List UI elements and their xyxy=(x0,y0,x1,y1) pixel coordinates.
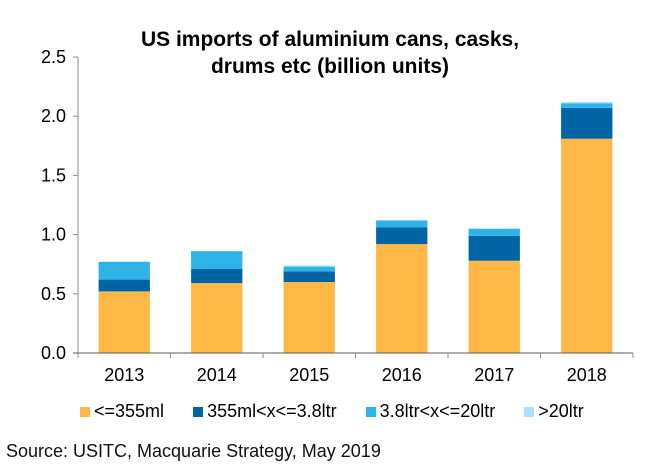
bar-segment-2015-series-2 xyxy=(283,266,335,272)
x-tick-label: 2015 xyxy=(289,365,329,385)
bar-segment-2016-series-1 xyxy=(376,227,428,245)
chart-title-line-1: US imports of aluminium cans, casks, xyxy=(140,28,520,51)
legend-item-le-355ml: <=355ml xyxy=(80,401,164,422)
legend: <=355ml 355ml<x<=3.8ltr 3.8ltr<x<=20ltr … xyxy=(80,401,613,422)
y-tick-label: 0.0 xyxy=(41,343,66,363)
bar-segment-2018-series-2 xyxy=(561,103,613,108)
chart-title: US imports of aluminium cans, casks, dru… xyxy=(90,26,570,80)
bar-segment-2014-series-2 xyxy=(191,251,243,269)
bars-group xyxy=(98,102,613,353)
bar-segment-2018-series-3 xyxy=(561,102,613,104)
x-tick-label: 2016 xyxy=(382,365,422,385)
legend-label: <=355ml xyxy=(94,401,165,421)
x-tick-label: 2017 xyxy=(474,365,514,385)
bar-segment-2014-series-0 xyxy=(191,283,243,353)
x-tick-label: 2014 xyxy=(197,365,237,385)
y-tick-label: 0.5 xyxy=(41,284,66,304)
legend-label: 355ml<x<=3.8ltr xyxy=(207,401,337,421)
bar-segment-2018-series-0 xyxy=(561,138,613,353)
axes-group: 0.0 0.5 1.0 1.5 2.0 2.5 2013 2014 2015 2016 2017 20… xyxy=(41,47,634,385)
legend-label: >20ltr xyxy=(538,401,584,421)
bar-segment-2013-series-2 xyxy=(98,261,150,280)
legend-swatch xyxy=(80,406,90,417)
legend-item-355ml-to-3-8ltr: 355ml<x<=3.8ltr xyxy=(193,401,337,422)
legend-item-gt-20ltr: >20ltr xyxy=(524,401,584,422)
x-tick-label: 2018 xyxy=(567,365,607,385)
y-tick-label: 1.5 xyxy=(41,165,66,185)
x-tick-label: 2013 xyxy=(104,365,144,385)
chart-title-line-2: drums etc (billion units) xyxy=(210,55,449,78)
bar-segment-2013-series-1 xyxy=(98,279,150,292)
y-tick-label: 1.0 xyxy=(41,225,66,245)
bar-segment-2016-series-0 xyxy=(376,244,428,353)
bar-segment-2014-series-1 xyxy=(191,268,243,284)
legend-swatch xyxy=(524,406,535,417)
bar-segment-2015-series-1 xyxy=(283,271,335,282)
legend-label: 3.8ltr<x<=20ltr xyxy=(379,401,496,421)
legend-swatch xyxy=(193,406,204,417)
bar-segment-2013-series-0 xyxy=(98,291,150,353)
legend-item-3-8ltr-to-20ltr: 3.8ltr<x<=20ltr xyxy=(365,401,496,422)
bar-segment-2016-series-2 xyxy=(376,220,428,228)
y-tick-label: 2.0 xyxy=(41,106,66,126)
bar-segment-2017-series-1 xyxy=(468,235,520,261)
bar-segment-2018-series-1 xyxy=(561,107,613,139)
bar-segment-2015-series-3 xyxy=(283,265,335,267)
bar-segment-2017-series-2 xyxy=(468,228,520,236)
legend-swatch xyxy=(365,406,376,417)
bar-segment-2017-series-0 xyxy=(468,260,520,353)
y-tick-label: 2.5 xyxy=(41,47,66,67)
bar-segment-2015-series-0 xyxy=(283,282,335,353)
source-note: Source: USITC, Macquarie Strategy, May 2… xyxy=(6,441,381,461)
